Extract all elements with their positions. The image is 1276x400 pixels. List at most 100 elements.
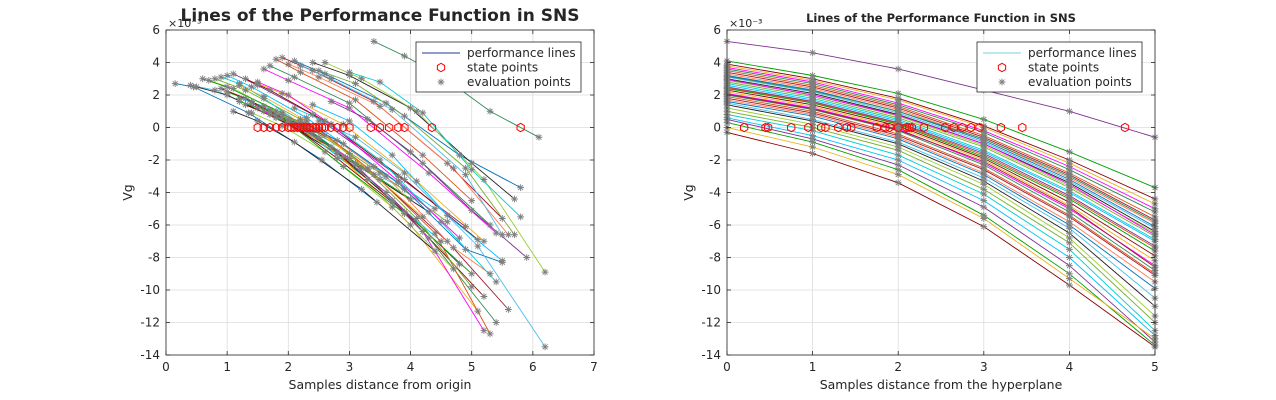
evaluation-point xyxy=(1066,239,1073,247)
state-point xyxy=(308,122,317,133)
evaluation-point xyxy=(474,307,482,315)
evaluation-point xyxy=(486,107,494,115)
evaluation-point xyxy=(480,237,488,245)
evaluation-point xyxy=(266,62,274,70)
performance-line xyxy=(726,68,1156,213)
evaluation-point xyxy=(260,93,268,101)
evaluation-point xyxy=(315,73,323,81)
evaluation-point xyxy=(260,107,268,115)
evaluation-point xyxy=(346,68,353,76)
performance-line xyxy=(726,88,1156,252)
y-tick-label: -14 xyxy=(140,348,160,362)
x-axis-label: Samples distance from origin xyxy=(289,377,472,392)
evaluation-point xyxy=(211,86,219,94)
performance-line xyxy=(726,75,1156,227)
performance-line xyxy=(726,102,1156,299)
evaluation-point xyxy=(1066,229,1073,237)
state-point xyxy=(290,122,299,133)
x-axis: 0 1 2 3 4 5 xyxy=(723,30,1159,374)
evaluation-point xyxy=(254,78,262,86)
evaluation-point xyxy=(303,117,311,125)
state-point xyxy=(516,122,525,133)
state-point xyxy=(1120,122,1130,133)
evaluation-point xyxy=(1066,245,1073,253)
state-point xyxy=(902,122,911,133)
state-point xyxy=(305,122,314,133)
performance-line xyxy=(726,63,1156,200)
state-point xyxy=(320,122,330,133)
performance-line xyxy=(726,101,1156,289)
state-point xyxy=(299,122,308,133)
evaluation-point xyxy=(370,163,378,170)
x-tick-label: 0 xyxy=(162,360,170,374)
performance-line xyxy=(726,94,1156,271)
evaluation-point xyxy=(809,127,816,135)
legend-entry: evaluation points xyxy=(467,75,571,89)
state-point xyxy=(278,122,287,133)
evaluation-point xyxy=(376,102,384,110)
evaluation-point xyxy=(419,228,427,235)
evaluation-point xyxy=(229,85,237,92)
evaluation-point xyxy=(291,104,298,112)
evaluation-point xyxy=(462,223,469,231)
evaluation-point xyxy=(370,37,378,45)
legend-hexagon-swatch xyxy=(997,62,1007,73)
evaluation-point xyxy=(462,164,469,172)
evaluation-point xyxy=(449,265,457,273)
state-point xyxy=(1018,122,1027,133)
state-point xyxy=(842,122,851,133)
evaluation-point xyxy=(413,177,421,185)
evaluation-point xyxy=(401,176,408,183)
performance-line xyxy=(726,104,1156,307)
performance-line xyxy=(726,66,1156,210)
evaluation-point xyxy=(370,98,378,105)
performance-line xyxy=(726,40,1156,138)
y-tick-label: 6 xyxy=(152,23,160,37)
evaluation-point xyxy=(266,86,274,94)
performance-line xyxy=(726,81,1156,237)
state-point xyxy=(919,122,929,133)
evaluation-point xyxy=(468,270,476,278)
evaluation-point xyxy=(358,75,366,83)
evaluation-point xyxy=(1066,193,1073,201)
evaluation-point xyxy=(248,109,255,117)
evaluation-point xyxy=(980,215,988,222)
evaluation-point xyxy=(894,111,902,119)
exponent-label: ×10⁻³ xyxy=(168,17,201,30)
evaluation-point xyxy=(809,105,816,113)
x-tick-label: 5 xyxy=(468,360,476,374)
evaluation-point xyxy=(486,221,494,229)
x-tick-label: 4 xyxy=(1066,360,1074,374)
state-point xyxy=(314,122,323,133)
x-tick-label: 1 xyxy=(223,360,231,374)
legend-entry: performance lines xyxy=(1028,46,1137,60)
y-tick-label: -2 xyxy=(709,153,721,167)
evaluation-point xyxy=(339,120,347,128)
evaluation-point xyxy=(327,75,335,83)
y-tick-label: -8 xyxy=(709,251,721,265)
state-point xyxy=(400,122,409,133)
evaluation-point xyxy=(346,150,353,157)
performance-line xyxy=(726,99,1156,283)
evaluation-point xyxy=(339,163,347,170)
evaluation-point xyxy=(297,119,304,127)
y-tick-label: -10 xyxy=(701,283,721,297)
evaluation-point xyxy=(809,98,816,106)
y-tick-label: 4 xyxy=(152,56,160,70)
evaluation-point xyxy=(242,75,249,83)
evaluation-point xyxy=(492,319,500,326)
evaluation-point xyxy=(254,104,262,112)
evaluation-point xyxy=(443,218,451,226)
evaluation-point xyxy=(272,55,280,63)
evaluation-point xyxy=(309,67,317,75)
evaluation-point xyxy=(517,213,525,221)
y-tick-label: 4 xyxy=(713,56,721,70)
state-point xyxy=(834,122,843,133)
evaluation-point xyxy=(1066,281,1073,289)
evaluation-point xyxy=(370,171,378,179)
evaluation-point xyxy=(980,223,988,231)
evaluation-point xyxy=(291,120,298,128)
evaluation-point xyxy=(388,106,396,114)
evaluation-point xyxy=(894,146,902,154)
